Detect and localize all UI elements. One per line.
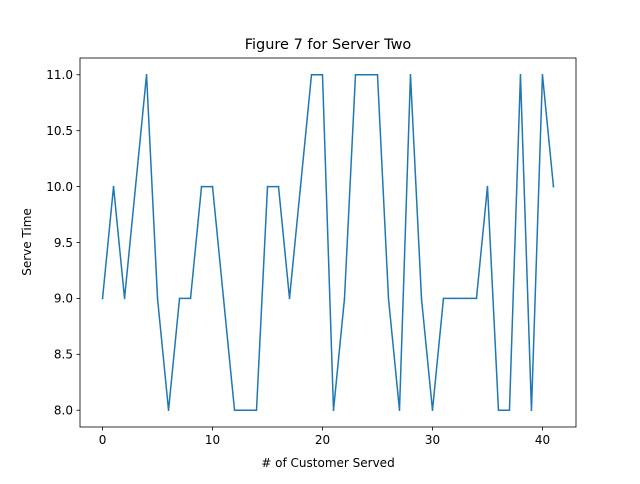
- data-point: [376, 73, 379, 76]
- x-tick-label: 30: [425, 433, 440, 447]
- data-point: [530, 409, 533, 412]
- y-tick-label: 11.0: [46, 68, 73, 82]
- data-point: [519, 73, 522, 76]
- data-point: [541, 73, 544, 76]
- x-tick-label: 10: [205, 433, 220, 447]
- data-point: [343, 297, 346, 300]
- data-point: [552, 185, 555, 188]
- data-point: [321, 73, 324, 76]
- series-line-0: [101, 74, 555, 411]
- plot-area: 0 10 20 30 40 8.0 8.5 9.0 9.5 10.0 10.5 11.0: [46, 57, 577, 447]
- y-tick-label: 8.0: [54, 404, 73, 418]
- data-point: [200, 185, 203, 188]
- y-tick-label: 10.5: [46, 124, 73, 138]
- data-point: [398, 409, 401, 412]
- data-point: [156, 297, 159, 300]
- y-tick-label: 9.5: [54, 236, 73, 250]
- data-point: [497, 409, 500, 412]
- data-point: [101, 297, 104, 300]
- y-tick-label: 8.5: [54, 348, 73, 362]
- data-point: [299, 185, 302, 188]
- data-point: [123, 297, 126, 300]
- data-point: [211, 185, 214, 188]
- data-point: [277, 185, 280, 188]
- y-axis-label: Serve Time: [20, 208, 34, 276]
- y-tick-label: 10.0: [46, 180, 73, 194]
- data-point: [167, 409, 170, 412]
- x-tick-label: 0: [99, 433, 107, 447]
- data-point: [244, 409, 247, 412]
- data-point: [409, 73, 412, 76]
- x-axis-label: # of Customer Served: [261, 456, 394, 470]
- data-point: [420, 297, 423, 300]
- data-point: [255, 409, 258, 412]
- data-point: [134, 185, 137, 188]
- data-point: [310, 73, 313, 76]
- data-point: [365, 73, 368, 76]
- data-point: [288, 297, 291, 300]
- data-point: [145, 73, 148, 76]
- data-point: [475, 297, 478, 300]
- data-point: [112, 185, 115, 188]
- data-point: [178, 297, 181, 300]
- x-tick-label: 20: [315, 433, 330, 447]
- data-point: [508, 409, 511, 412]
- data-point: [266, 185, 269, 188]
- data-point: [442, 297, 445, 300]
- data-point: [189, 297, 192, 300]
- data-point: [222, 297, 225, 300]
- x-tick-label: 40: [535, 433, 550, 447]
- data-point: [332, 409, 335, 412]
- y-tick-label: 9.0: [54, 292, 73, 306]
- data-point: [431, 409, 434, 412]
- data-point: [354, 73, 357, 76]
- data-point: [387, 297, 390, 300]
- data-point: [464, 297, 467, 300]
- data-point: [233, 409, 236, 412]
- data-point: [453, 297, 456, 300]
- chart-title: Figure 7 for Server Two: [245, 37, 412, 53]
- data-point: [486, 185, 489, 188]
